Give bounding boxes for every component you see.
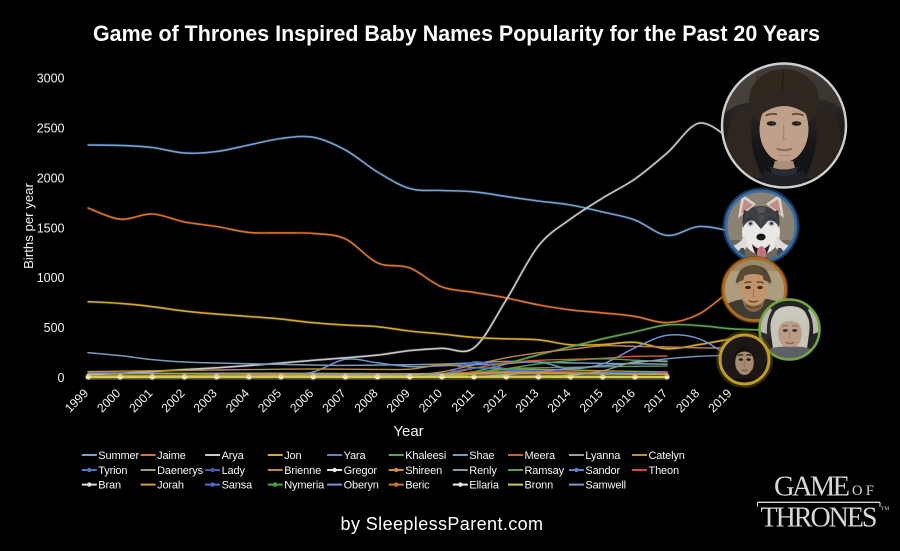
svg-text:Meera: Meera (525, 450, 556, 462)
svg-text:Lady: Lady (222, 465, 246, 477)
svg-text:Nymeria: Nymeria (284, 480, 325, 492)
svg-text:Jaime: Jaime (157, 450, 186, 462)
svg-text:1000: 1000 (37, 271, 65, 285)
svg-text:Oberyn: Oberyn (344, 480, 379, 492)
svg-text:Bronn: Bronn (525, 480, 554, 492)
svg-text:Daenerys: Daenerys (157, 465, 204, 477)
svg-text:Sansa: Sansa (222, 480, 253, 492)
svg-text:GAME: GAME (774, 472, 850, 503)
svg-text:Game of Thrones Inspired Baby: Game of Thrones Inspired Baby Names Popu… (93, 21, 820, 46)
svg-text:3000: 3000 (37, 71, 65, 85)
svg-text:Yara: Yara (344, 450, 367, 462)
svg-text:Beric: Beric (405, 480, 430, 492)
svg-text:2500: 2500 (37, 121, 65, 135)
svg-text:Jon: Jon (284, 450, 301, 462)
svg-text:Sandor: Sandor (585, 465, 620, 477)
svg-text:2000: 2000 (37, 171, 65, 185)
svg-text:500: 500 (44, 321, 65, 335)
svg-text:Catelyn: Catelyn (649, 450, 685, 462)
svg-text:Brienne: Brienne (284, 465, 321, 477)
svg-text:Lyanna: Lyanna (585, 450, 621, 462)
svg-text:Tyrion: Tyrion (98, 465, 127, 477)
svg-text:Summer: Summer (98, 450, 139, 462)
svg-text:1500: 1500 (37, 221, 65, 235)
svg-text:Shae: Shae (469, 450, 494, 462)
svg-text:0: 0 (58, 371, 65, 385)
svg-text:Jorah: Jorah (157, 480, 184, 492)
svg-text:Births per year: Births per year (21, 183, 36, 269)
svg-text:Bran: Bran (98, 480, 121, 492)
svg-text:Renly: Renly (469, 465, 497, 477)
svg-text:Shireen: Shireen (405, 465, 442, 477)
svg-text:by SleeplessParent.com: by SleeplessParent.com (341, 514, 544, 534)
svg-text:Ellaria: Ellaria (469, 480, 500, 492)
svg-text:Samwell: Samwell (585, 480, 626, 492)
svg-text:Year: Year (393, 423, 423, 440)
svg-text:Gregor: Gregor (344, 465, 378, 477)
svg-text:Ramsay: Ramsay (525, 465, 565, 477)
svg-text:TM: TM (881, 506, 889, 512)
svg-text:Theon: Theon (649, 465, 679, 477)
svg-text:THRONES: THRONES (761, 503, 878, 534)
svg-text:Khaleesi: Khaleesi (405, 450, 446, 462)
svg-text:Arya: Arya (222, 450, 245, 462)
